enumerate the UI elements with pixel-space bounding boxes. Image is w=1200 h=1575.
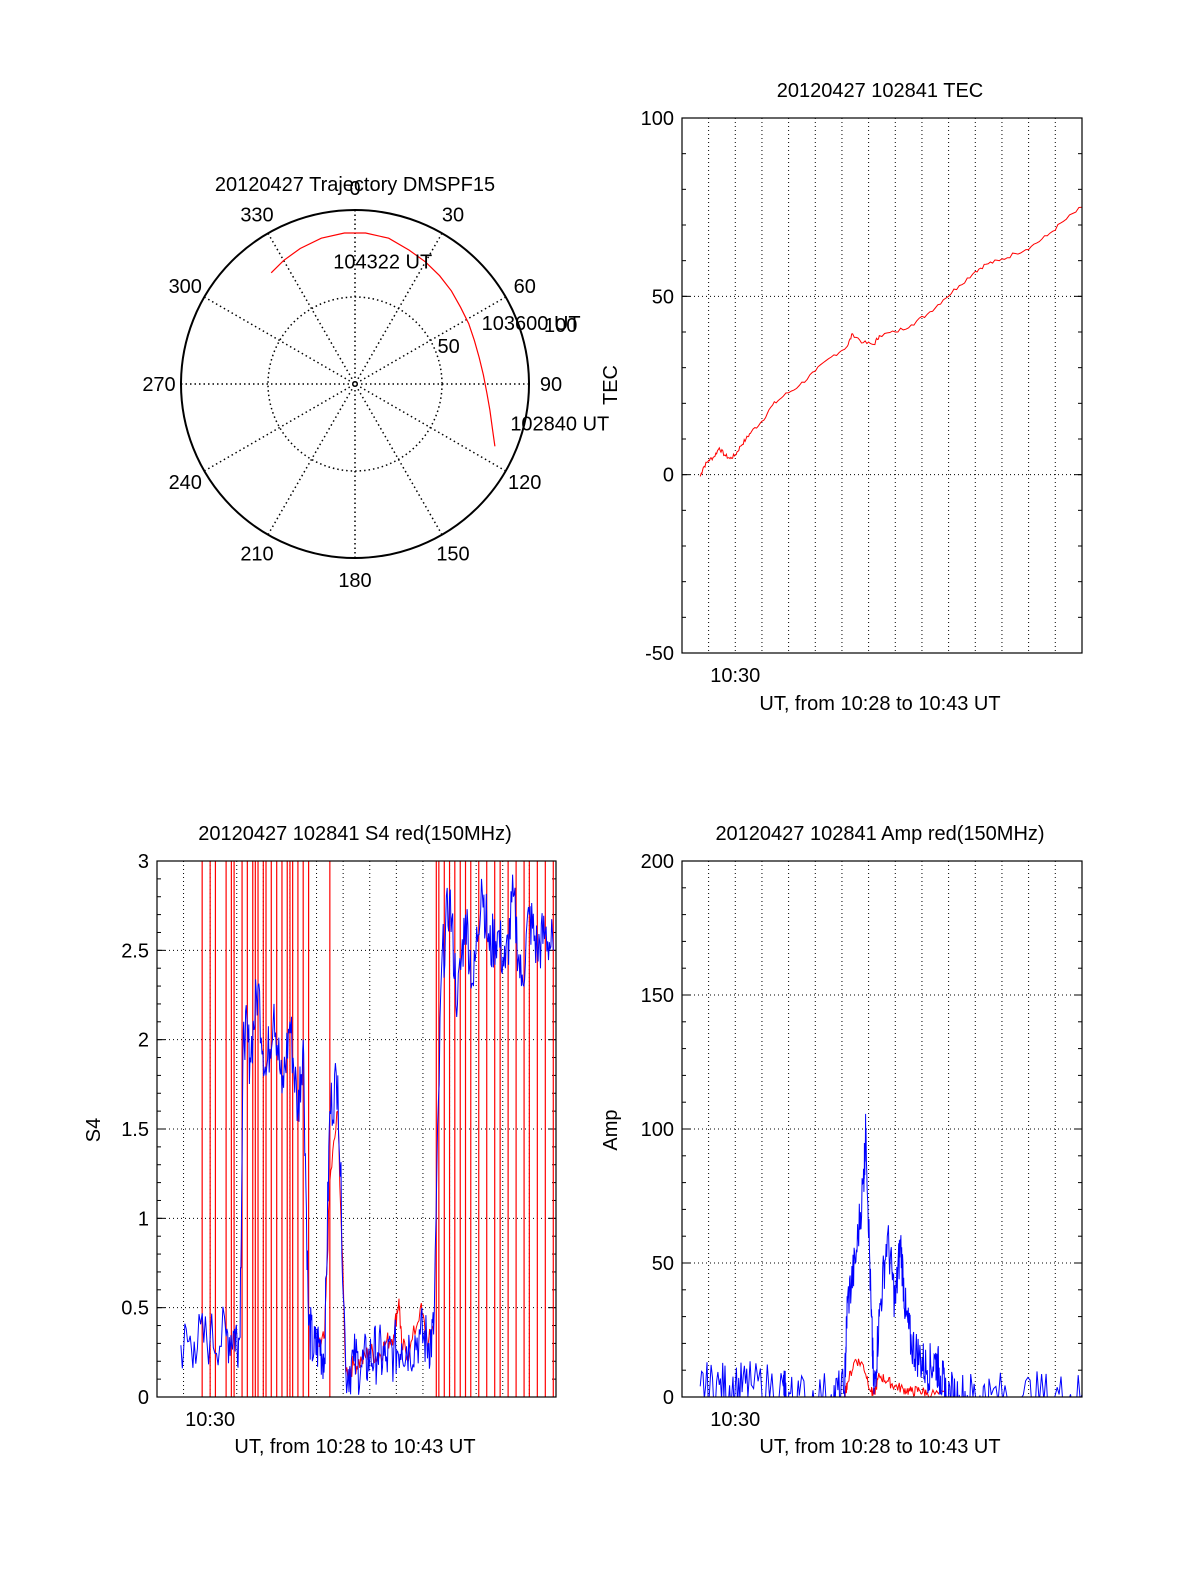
s4-xlabel: UT, from 10:28 to 10:43 UT	[234, 1436, 475, 1458]
polar-azimuth-label: 180	[338, 570, 371, 592]
polar-title: 20120427 Trajectory DMSPF15	[215, 174, 495, 196]
polar-grid	[180, 209, 530, 559]
polar-trajectory-line	[270, 232, 496, 447]
series-group	[180, 861, 554, 1397]
y-tick-label: 3	[138, 851, 149, 873]
polar-panel: 20120427 Trajectory DMSPF15 0 30 60 90 120 15…	[142, 174, 609, 592]
amp-panel: 20120427 102841 Amp red(150MHz) Amp UT, …	[600, 823, 1083, 1458]
polar-radial-label: 50	[438, 336, 460, 358]
y-tick-label: 1	[138, 1208, 149, 1230]
y-tick-label: -50	[645, 643, 674, 665]
y-tick-label: 2	[138, 1030, 149, 1052]
y-tick-label: 200	[641, 851, 674, 873]
y-tick-label: 0	[663, 1387, 674, 1409]
plot-frame	[681, 117, 1083, 654]
y-tick-label: 100	[641, 108, 674, 130]
s4-ylabel: S4	[83, 1118, 105, 1142]
y-tick-label: 0	[663, 465, 674, 487]
polar-azimuth-labels: 0 30 60 90 120 150 180 210 240 270 300 330 50 100	[142, 178, 577, 592]
amp-blue-series-line	[699, 1113, 1082, 1397]
amp-plot-area: 0 50 100 150 200 10:30	[641, 851, 1083, 1431]
polar-azimuth-label: 150	[436, 544, 469, 566]
tec-title: 20120427 102841 TEC	[777, 80, 983, 102]
amp-xlabel: UT, from 10:28 to 10:43 UT	[759, 1436, 1000, 1458]
polar-azimuth-label: 90	[540, 374, 562, 396]
polar-time-label: 102840 UT	[510, 414, 609, 436]
series-group	[699, 206, 1082, 477]
x-tick-label: 10:30	[185, 1409, 235, 1431]
tec-xlabel: UT, from 10:28 to 10:43 UT	[759, 693, 1000, 715]
polar-azimuth-label: 120	[508, 472, 541, 494]
x-tick-label: 10:30	[710, 1409, 760, 1431]
y-tick-label: 150	[641, 985, 674, 1007]
y-tick-label: 0.5	[121, 1298, 149, 1320]
plot-frame	[156, 860, 557, 1398]
polar-time-label: 104322 UT	[333, 252, 432, 274]
tec-plot-area: -50 0 50 100 10:30	[641, 108, 1083, 687]
tec-ylabel: TEC	[600, 365, 622, 405]
polar-radial-label: 100	[544, 315, 577, 337]
s4-plot-area: 0 0.5 1 1.5 2 2.5 3 10:30	[121, 851, 557, 1431]
y-tick-label: 2.5	[121, 940, 149, 962]
polar-azimuth-label: 270	[142, 374, 175, 396]
amp-red-series-line	[844, 1358, 947, 1397]
polar-track: 102840 UT 103600 UT 104322 UT	[270, 232, 609, 447]
y-tick-label: 50	[652, 286, 674, 308]
polar-azimuth-label: 330	[240, 204, 273, 226]
y-tick-label: 50	[652, 1253, 674, 1275]
polar-azimuth-label: 0	[349, 178, 360, 200]
x-tick-label: 10:30	[710, 665, 760, 687]
s4-title: 20120427 102841 S4 red(150MHz)	[198, 823, 512, 845]
s4-panel: 20120427 102841 S4 red(150MHz) S4 UT, fr…	[83, 823, 557, 1458]
polar-azimuth-label: 300	[169, 276, 202, 298]
tec-panel: 20120427 102841 TEC TEC UT, from 10:28 t…	[600, 80, 1083, 715]
polar-azimuth-label: 30	[442, 204, 464, 226]
amp-ylabel: Amp	[600, 1109, 622, 1150]
polar-azimuth-label: 240	[169, 472, 202, 494]
polar-azimuth-label: 210	[240, 544, 273, 566]
amp-title: 20120427 102841 Amp red(150MHz)	[715, 823, 1044, 845]
tec-series-line	[699, 206, 1082, 477]
y-tick-label: 1.5	[121, 1119, 149, 1141]
y-tick-label: 100	[641, 1119, 674, 1141]
y-tick-label: 0	[138, 1387, 149, 1409]
polar-time-label: 103600 UT	[482, 313, 581, 335]
polar-azimuth-label: 60	[514, 276, 536, 298]
plot-frame	[681, 860, 1083, 1398]
s4-blue-series-line	[180, 874, 554, 1395]
series-group	[699, 1113, 1082, 1397]
